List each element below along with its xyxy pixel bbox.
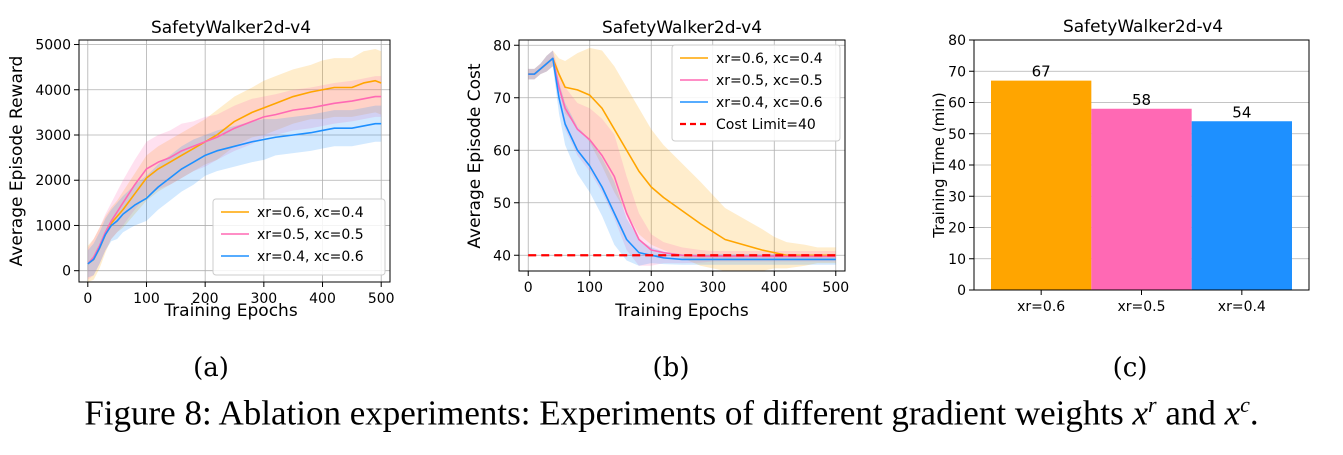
y-tick-label: 50 — [948, 127, 966, 143]
band-xr-0-4-xc-0-6 — [87, 105, 382, 278]
legend-entry: xr=0.6, xc=0.4 — [716, 51, 823, 67]
panel-a-xticks: 0 100 200 300 400 500 — [83, 282, 395, 307]
caption-sup-r: r — [1148, 392, 1157, 417]
y-tick-label: 3000 — [35, 128, 71, 144]
panel-b-yticks: 40 50 60 70 80 — [493, 38, 519, 264]
panel-a-frame — [78, 39, 391, 283]
panel-c-title: SafetyWalker2d-v4 — [1063, 17, 1223, 37]
x-tick-label: xr=0.4 — [1218, 299, 1266, 315]
panel-a-title: SafetyWalker2d-v4 — [151, 18, 311, 38]
bar-xr-0-5 — [1091, 108, 1192, 290]
panel-b-xlabel: Training Epochs — [614, 301, 749, 321]
caption-sup-c: c — [1240, 392, 1250, 417]
panel-c-bars: 67 58 54 — [991, 63, 1292, 290]
legend-entry: xr=0.5, xc=0.5 — [716, 73, 823, 89]
panel-c-label: (c) — [1113, 353, 1148, 383]
panel-b-frame — [518, 39, 846, 272]
x-tick-label: 300 — [250, 291, 277, 307]
panel-b-title: SafetyWalker2d-v4 — [602, 18, 762, 38]
x-tick-label: 300 — [699, 280, 726, 296]
y-tick-label: 0 — [957, 283, 966, 299]
y-tick-label: 80 — [493, 38, 511, 54]
y-tick-label: 5000 — [35, 38, 71, 54]
caption-var-c: x — [1224, 393, 1241, 433]
panel-a-xlabel: Training Epochs — [163, 301, 298, 321]
legend-entry: xr=0.6, xc=0.4 — [257, 205, 364, 221]
caption-prefix: Figure 8: Ablation experiments: Experime… — [84, 393, 1133, 433]
bar-value-label: 54 — [1232, 103, 1251, 121]
panel-b-xticks: 0 100 200 300 400 500 — [524, 271, 849, 296]
y-tick-label: 60 — [948, 96, 966, 112]
y-tick-label: 70 — [948, 64, 966, 80]
y-tick-label: 2000 — [35, 173, 71, 189]
panel-b: SafetyWalker2d-v4 0 100 200 300 400 500 40 50 6… — [465, 18, 849, 383]
legend-entry: Cost Limit=40 — [716, 117, 816, 133]
legend-entry: xr=0.4, xc=0.6 — [716, 95, 823, 111]
panel-a-legend-box — [212, 198, 386, 276]
y-tick-label: 70 — [493, 91, 511, 107]
x-tick-label: 200 — [192, 291, 219, 307]
x-tick-label: 200 — [638, 280, 665, 296]
panel-a-yticks: 0 1000 2000 3000 4000 5000 — [35, 38, 79, 280]
x-tick-label: 500 — [822, 280, 849, 296]
panel-c-xticks: xr=0.6 xr=0.5 xr=0.4 — [1017, 290, 1266, 315]
bar-xr-0-4 — [1191, 121, 1292, 290]
series-line-xr-0-5-xc-0-5 — [87, 95, 382, 265]
y-tick-label: 80 — [948, 33, 966, 49]
bar-value-label: 58 — [1132, 91, 1151, 109]
figure-canvas: SafetyWalker2d-v4 0 100 200 300 400 500 01000… — [7, 17, 1310, 383]
x-tick-label: 100 — [133, 291, 160, 307]
y-tick-label: 1000 — [35, 218, 71, 234]
y-tick-label: 30 — [948, 189, 966, 205]
x-tick-label: 100 — [576, 280, 603, 296]
band-xr-0-6-xc-0-4 — [528, 47, 836, 271]
y-tick-label: 40 — [493, 248, 511, 264]
panel-c-ylabel: Training Time (min) — [930, 92, 948, 238]
panel-a-label: (a) — [193, 353, 229, 383]
panel-b-lines — [528, 57, 836, 261]
panel-a-legend: xr=0.6, xc=0.4 xr=0.5, xc=0.5 xr=0.4, xc=0… — [212, 198, 386, 276]
series-line-xr-0-4-xc-0-6 — [87, 122, 382, 265]
panel-a-ylabel: Average Episode Reward — [7, 56, 27, 267]
band-xr-0-6-xc-0-4 — [87, 49, 382, 283]
legend-entry: xr=0.5, xc=0.5 — [257, 227, 364, 243]
x-tick-label: 500 — [368, 291, 395, 307]
x-tick-label: 400 — [761, 280, 788, 296]
x-tick-label: 400 — [309, 291, 336, 307]
x-tick-label: 0 — [524, 280, 533, 296]
y-tick-label: 4000 — [35, 83, 71, 99]
bar-xr-0-6 — [991, 80, 1092, 290]
x-tick-label: xr=0.6 — [1017, 299, 1065, 315]
y-tick-label: 0 — [62, 264, 71, 280]
band-xr-0-4-xc-0-6 — [528, 50, 836, 266]
y-tick-label: 10 — [948, 252, 966, 268]
panel-a-lines — [87, 79, 382, 265]
caption-end: . — [1249, 393, 1259, 433]
x-tick-label: 0 — [83, 291, 92, 307]
panel-b-legend: xr=0.6, xc=0.4 xr=0.5, xc=0.5 xr=0.4, xc=0… — [671, 44, 841, 142]
panel-a-bands — [87, 49, 382, 283]
figure-caption: Figure 8: Ablation experiments: Experime… — [0, 392, 1343, 434]
caption-var-r: x — [1132, 393, 1148, 433]
y-tick-label: 50 — [493, 196, 511, 212]
y-tick-label: 40 — [948, 158, 966, 174]
x-tick-label: xr=0.5 — [1117, 299, 1165, 315]
y-tick-label: 20 — [948, 221, 966, 237]
panel-b-legend-box — [671, 44, 841, 142]
bar-value-label: 67 — [1032, 63, 1051, 81]
caption-and: and — [1156, 393, 1225, 433]
band-xr-0-5-xc-0-5 — [87, 76, 382, 280]
y-tick-label: 60 — [493, 143, 511, 159]
panel-b-label: (b) — [653, 353, 690, 383]
legend-entry: xr=0.4, xc=0.6 — [257, 249, 364, 265]
panel-c-yticks: 0 10 20 30 40 50 60 70 80 — [948, 33, 974, 299]
series-line-xr-0-4-xc-0-6 — [528, 57, 836, 261]
panel-a: SafetyWalker2d-v4 0 100 200 300 400 500 0 1000… — [7, 18, 395, 383]
panel-a-grid — [79, 40, 390, 282]
panel-b-ylabel: Average Episode Cost — [465, 63, 485, 249]
